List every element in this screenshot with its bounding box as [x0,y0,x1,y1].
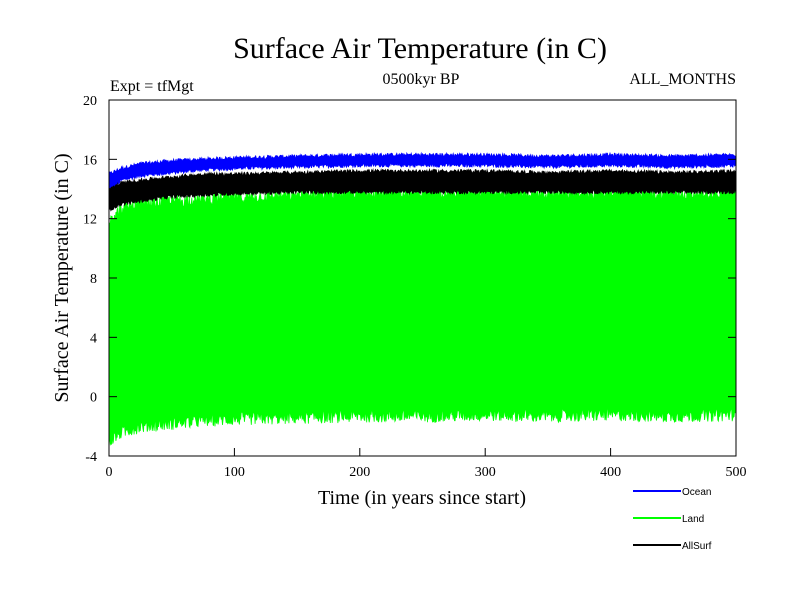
y-tick-label: 20 [83,94,97,109]
x-tick-label: 200 [349,465,370,480]
x-tick-label: 400 [600,465,621,480]
series-band-land [108,184,737,446]
months-label: ALL_MONTHS [629,71,736,88]
y-tick-label: 12 [83,213,97,228]
legend-label: AllSurf [682,541,712,552]
series-land [108,184,737,446]
legend-label: Ocean [682,487,711,498]
x-tick-label: 100 [224,465,245,480]
y-tick-label: 8 [90,272,97,287]
legend-item-ocean: Ocean [633,487,711,498]
x-tick-label: 0 [106,465,113,480]
x-axis: 0 100 200 300 400 500 [106,448,747,480]
legend-item-allsurf: AllSurf [633,541,712,552]
period-label: 0500kyr BP [383,71,460,88]
y-axis: -4 0 4 8 12 16 20 [83,94,736,465]
chart-title: Surface Air Temperature (in C) [233,32,607,65]
series-layer [108,151,737,446]
x-tick-label: 300 [475,465,496,480]
legend-item-land: Land [633,514,704,525]
x-tick-label: 500 [726,465,747,480]
experiment-label: Expt = tfMgt [110,78,194,95]
legend-label: Land [682,514,704,525]
x-axis-label: Time (in years since start) [318,487,526,509]
y-tick-label: 16 [83,153,97,168]
y-tick-label: -4 [85,450,97,465]
legend: Ocean Land AllSurf [633,487,712,552]
y-tick-label: 4 [90,331,97,346]
y-tick-label: 0 [90,391,97,406]
y-axis-label: Surface Air Temperature (in C) [51,153,73,402]
